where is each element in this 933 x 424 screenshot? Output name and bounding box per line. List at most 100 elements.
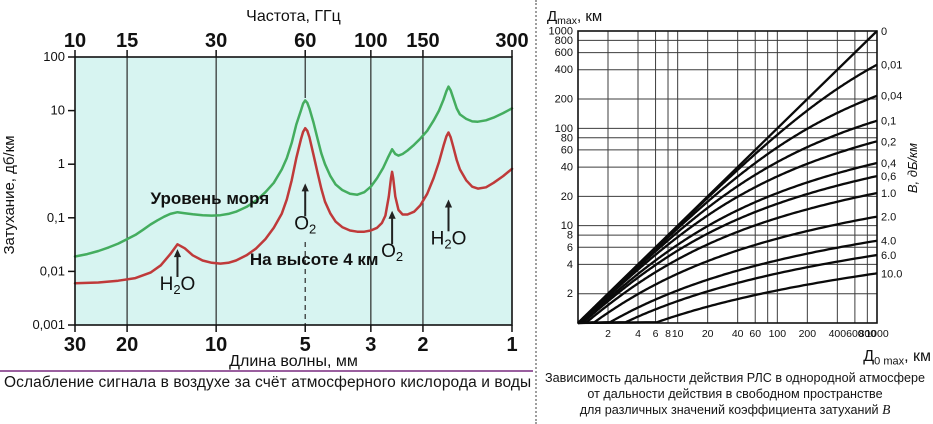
- range-curve-B-10.0: [577, 272, 878, 325]
- annotation-arrow-head: [301, 183, 309, 192]
- top-axis-title: Частота, ГГц: [246, 8, 341, 25]
- range-curve-B-0,6: [577, 174, 878, 325]
- y-tick-label: 600: [555, 47, 573, 59]
- y-tick-label: 8: [567, 230, 573, 242]
- x-tick-label: 1000: [865, 328, 889, 340]
- b-value-label: 4.0: [881, 236, 896, 248]
- sea-level-label: Уровень моря: [151, 189, 270, 208]
- plot-area: [75, 57, 512, 325]
- x-tick-label: 40: [732, 328, 744, 340]
- attenuation-chart: 10 15 30 60 100 150 300 Частота, ГГц 30 20 10 5 3 2 1 Д…: [1, 8, 529, 370]
- x-tick-label: 4: [635, 328, 641, 340]
- b-value-label: 0,04: [881, 91, 902, 103]
- x-tick-label: 2: [605, 328, 611, 340]
- right-caption-line-1: Зависимость дальности действия РЛС в одн…: [545, 371, 925, 385]
- molecule-label: O2: [381, 241, 403, 264]
- altitude-4km-label: На высоте 4 км: [250, 250, 379, 269]
- plot-border: [74, 56, 513, 326]
- x-tick-label: 8: [665, 328, 671, 340]
- b-value-label: 0,1: [881, 116, 896, 128]
- x-tick-label: 600: [846, 328, 864, 340]
- b-value-label: 0,01: [881, 60, 902, 72]
- y-tick-label: 10: [51, 103, 65, 118]
- range-curve-B-4.0: [577, 239, 878, 325]
- x-tick-label: 800: [859, 328, 877, 340]
- annotation-arrow-head: [444, 199, 453, 208]
- bottom-tick-label: 10: [205, 334, 227, 356]
- top-tick-label: 60: [294, 30, 316, 52]
- y-tick-label: 4: [567, 259, 573, 271]
- panel-divider: [535, 0, 537, 424]
- b-value-label: 0,2: [881, 136, 896, 148]
- b-axis-title: В, дБ/км: [905, 143, 920, 193]
- right-caption-line-2: от дальности действия в свободном простр…: [587, 386, 883, 401]
- range-curve-B-6.0: [577, 253, 878, 325]
- x-tick-label: 200: [799, 328, 817, 340]
- top-tick-label: 10: [64, 30, 86, 52]
- x-axis-title: Д0 max, км: [863, 348, 931, 368]
- caption-b-symbol: В: [882, 402, 891, 417]
- range-curve-B-0,2: [577, 140, 878, 325]
- b-value-label: 0: [881, 26, 887, 38]
- bottom-tick-label: 1: [506, 334, 517, 356]
- bottom-tick-label: 30: [64, 334, 86, 356]
- top-tick-label: 15: [116, 30, 138, 52]
- y-tick-label: 40: [561, 162, 573, 174]
- sea-level-curve: [73, 85, 514, 258]
- y-axis-title: Затухание, дб/км: [1, 135, 18, 254]
- range-curve-B-0,4: [577, 161, 878, 325]
- b-value-label: 2.0: [881, 212, 896, 224]
- left-caption-rule: [0, 370, 533, 372]
- range-curve-B-2.0: [577, 215, 878, 325]
- y-tick-label: 2: [567, 288, 573, 300]
- right-chart-caption: Зависимость дальности действия РЛС в одн…: [539, 371, 931, 419]
- y-tick-label: 80: [561, 132, 573, 144]
- bottom-tick-label: 3: [365, 334, 376, 356]
- top-tick-label: 30: [205, 30, 227, 52]
- y-tick-label: 0,001: [32, 317, 65, 332]
- x-tick-label: 60: [749, 328, 761, 340]
- y-axis-title: Дmax, км: [547, 8, 602, 27]
- left-chart-caption: Ослабление сигнала в воздухе за счёт атм…: [4, 374, 532, 391]
- y-tick-label: 400: [555, 64, 573, 76]
- y-tick-label: 6: [567, 242, 573, 254]
- y-tick-label: 1000: [549, 26, 573, 38]
- bottom-tick-label: 2: [417, 334, 428, 356]
- bottom-axis-title: Длина волны, мм: [229, 353, 358, 370]
- top-tick-label: 150: [406, 30, 439, 52]
- b-value-label: 0,6: [881, 171, 896, 183]
- b-value-label: 10.0: [881, 268, 902, 280]
- molecule-label: H2O: [431, 228, 467, 251]
- x-tick-label: 10: [672, 328, 684, 340]
- molecule-label: H2O: [160, 274, 196, 297]
- altitude-4km-curve: [73, 126, 514, 285]
- y-tick-label: 10: [561, 220, 573, 232]
- top-tick-label: 300: [495, 30, 528, 52]
- annotation-arrow-head: [173, 249, 182, 258]
- b-value-label: 1.0: [881, 188, 896, 200]
- x-tick-label: 400: [829, 328, 847, 340]
- x-tick-label: 20: [702, 328, 714, 340]
- top-tick-label: 100: [354, 30, 387, 52]
- x-tick-label: 100: [769, 328, 787, 340]
- molecule-label: O2: [294, 213, 316, 236]
- annotation-arrow-head: [388, 210, 396, 219]
- y-tick-label: 800: [555, 35, 573, 47]
- range-curve-B-1.0: [577, 191, 878, 325]
- y-tick-label: 1: [58, 156, 65, 171]
- y-tick-label: 0,01: [40, 263, 65, 278]
- y-tick-label: 100: [555, 123, 573, 135]
- bottom-tick-label: 5: [300, 334, 311, 356]
- y-tick-label: 100: [43, 49, 65, 64]
- y-tick-label: 60: [561, 144, 573, 156]
- bottom-tick-label: 20: [116, 334, 138, 356]
- right-caption-line-3: для различных значений коэффициента зату…: [579, 402, 891, 417]
- y-tick-label: 20: [561, 191, 573, 203]
- b-value-label: 6.0: [881, 250, 896, 262]
- y-tick-label: 0,1: [47, 210, 65, 225]
- y-tick-label: 200: [555, 94, 573, 106]
- radar-range-chart: 2 4 6 8 10 20 40 60 100 200 400 6008001000246810204…: [547, 8, 931, 368]
- x-tick-label: 6: [653, 328, 659, 340]
